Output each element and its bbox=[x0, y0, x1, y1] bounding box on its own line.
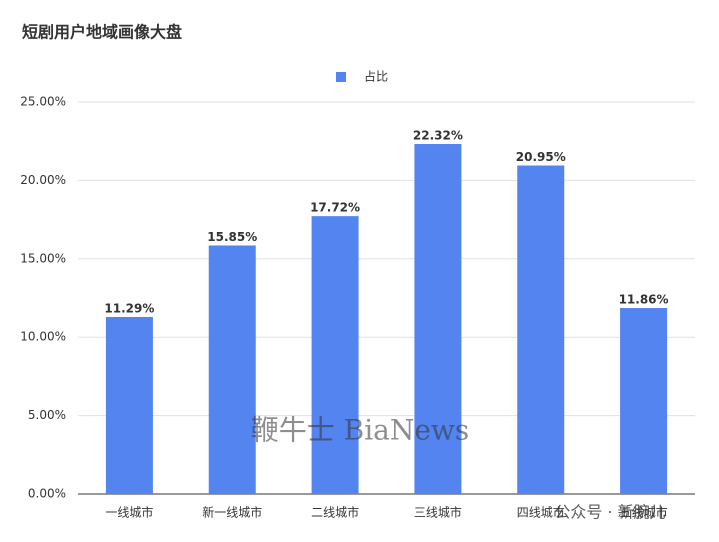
legend-label: 占比 bbox=[364, 69, 388, 84]
value-label: 20.95% bbox=[516, 150, 566, 164]
value-label: 11.29% bbox=[104, 301, 154, 315]
bar bbox=[311, 216, 359, 495]
bar bbox=[105, 316, 153, 494]
y-tick-label: 15.00% bbox=[20, 251, 66, 265]
bar bbox=[620, 308, 668, 494]
x-tick-label: 三线城市 bbox=[414, 505, 462, 520]
x-tick-label: 五线城市 bbox=[620, 505, 668, 520]
x-tick-label: 一线城市 bbox=[105, 505, 153, 520]
watermark: 鞭牛士 BiaNews bbox=[251, 414, 470, 447]
bar bbox=[517, 165, 565, 494]
x-tick-label: 四线城市 bbox=[517, 505, 565, 520]
watermark: 公众号 · 新腕儿 bbox=[554, 503, 665, 522]
y-tick-label: 5.00% bbox=[28, 408, 66, 422]
x-tick-label: 新一线城市 bbox=[202, 505, 262, 520]
value-label: 22.32% bbox=[413, 129, 463, 143]
y-tick-label: 10.00% bbox=[20, 330, 66, 344]
y-tick-label: 25.00% bbox=[20, 95, 66, 109]
y-tick-label: 0.00% bbox=[28, 487, 66, 501]
x-tick-label: 二线城市 bbox=[311, 505, 359, 520]
value-label: 11.86% bbox=[619, 293, 669, 307]
value-label: 15.85% bbox=[207, 230, 257, 244]
y-tick-label: 20.00% bbox=[20, 173, 66, 187]
chart-title: 短剧用户地域画像大盘 bbox=[22, 23, 182, 42]
legend-swatch bbox=[336, 72, 346, 82]
bar bbox=[208, 245, 256, 494]
bar bbox=[414, 144, 462, 494]
value-label: 17.72% bbox=[310, 201, 360, 215]
